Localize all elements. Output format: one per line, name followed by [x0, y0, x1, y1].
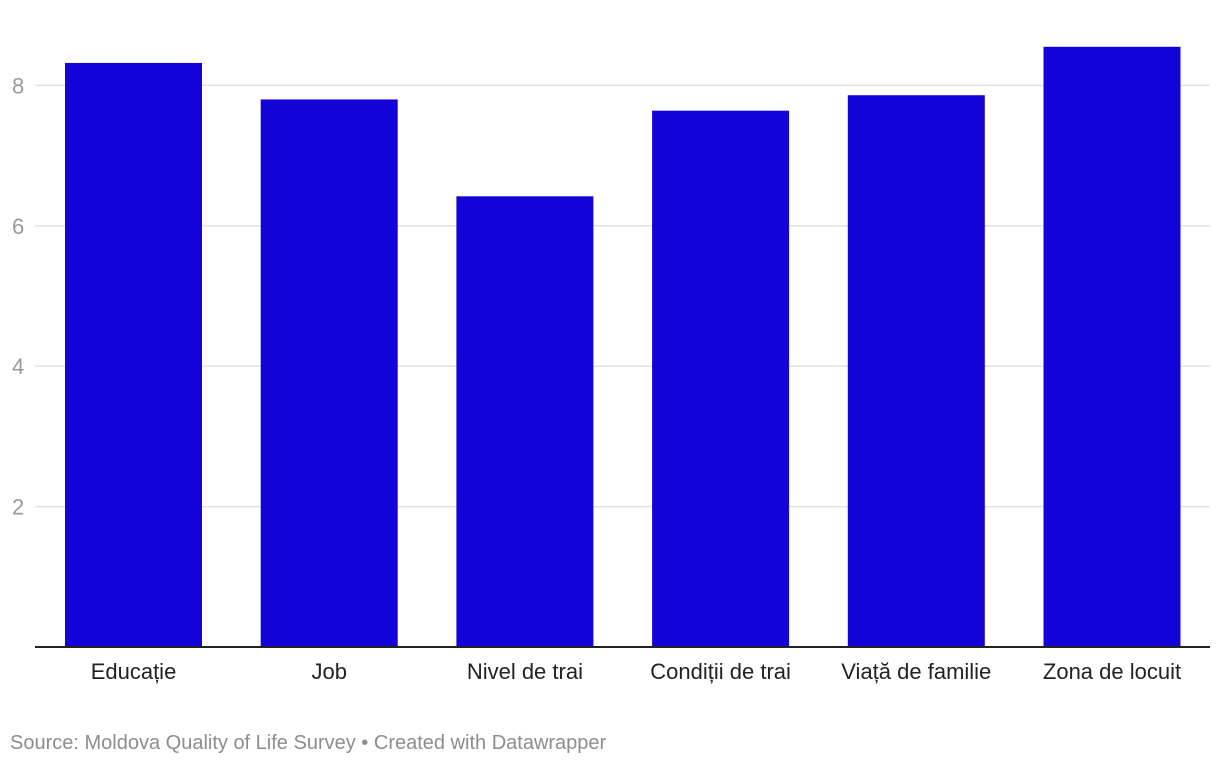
bar-6 — [1043, 46, 1181, 648]
y-tick-label: 2 — [12, 495, 24, 520]
bar-5 — [847, 95, 985, 647]
gridlines — [35, 84, 1210, 508]
chart-footer: Source: Moldova Quality of Life Survey •… — [10, 732, 606, 755]
x-category-label: Nivel de trai — [467, 659, 583, 684]
footer-separator: • — [361, 732, 369, 754]
source-text: Source: Moldova Quality of Life Survey — [10, 732, 356, 754]
credit-text: Created with Datawrapper — [373, 732, 607, 754]
bars — [65, 46, 1181, 648]
x-category-label: Condiții de trai — [650, 659, 791, 684]
y-axis-labels: 2 4 6 8 — [12, 73, 24, 519]
bar-2 — [260, 99, 398, 647]
bar-4 — [652, 110, 790, 647]
bar-chart: 2 4 6 8 Educație Job Nivel de trai Condiții de… — [12, 46, 1210, 684]
bar-1 — [65, 62, 202, 648]
y-tick-label: 4 — [12, 354, 24, 379]
x-axis-labels: Educație Job Nivel de trai Condiții de trai… — [91, 659, 1181, 684]
x-category-label: Zona de locuit — [1043, 659, 1181, 684]
x-category-label: Job — [311, 659, 346, 684]
x-category-label: Viață de familie — [841, 659, 991, 684]
y-tick-label: 6 — [12, 214, 24, 239]
bar-3 — [456, 196, 594, 648]
y-tick-label: 8 — [12, 73, 24, 98]
x-category-label: Educație — [91, 659, 177, 684]
